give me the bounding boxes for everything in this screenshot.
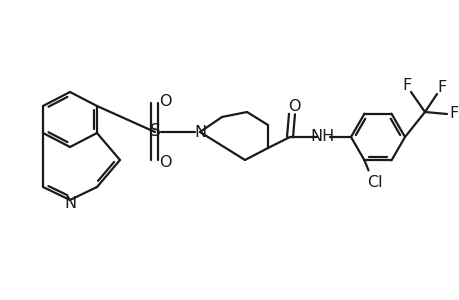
Text: N: N xyxy=(64,196,76,211)
Text: F: F xyxy=(437,80,446,94)
Text: F: F xyxy=(448,106,458,121)
Text: O: O xyxy=(158,94,171,109)
Text: Cl: Cl xyxy=(366,175,381,190)
Text: F: F xyxy=(402,77,411,92)
Text: N: N xyxy=(194,124,206,140)
Text: O: O xyxy=(287,98,300,113)
Text: NH: NH xyxy=(310,128,335,143)
Text: O: O xyxy=(158,154,171,169)
Text: S: S xyxy=(149,122,160,140)
